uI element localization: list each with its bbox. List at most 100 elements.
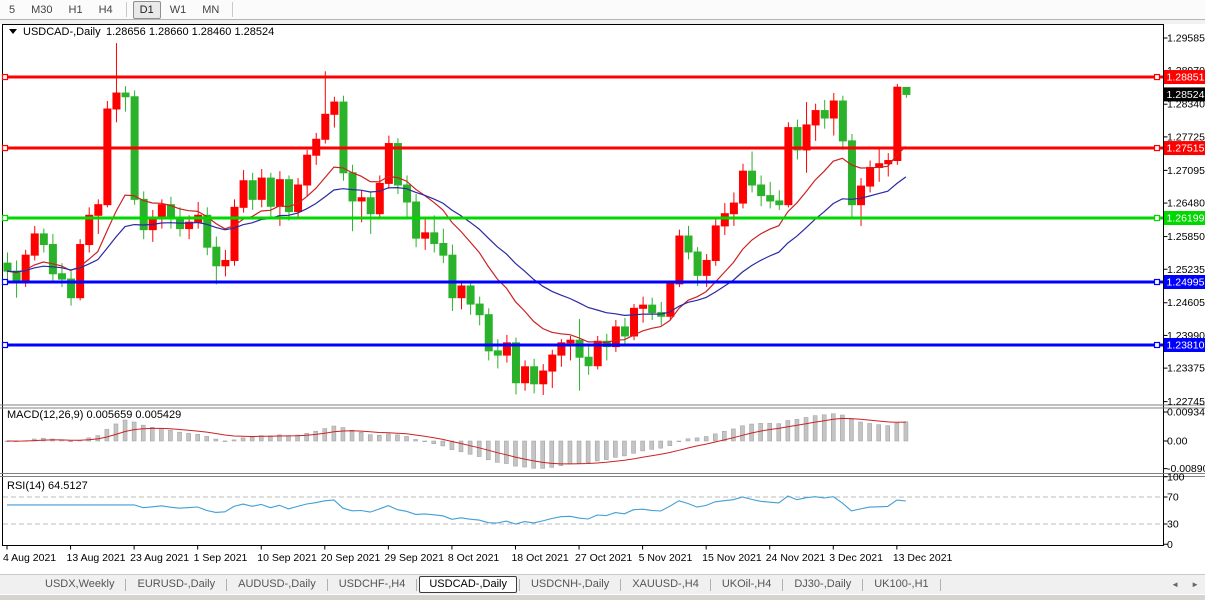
macd-histogram-bar (358, 431, 364, 442)
macd-histogram-bar (685, 438, 691, 442)
candle-body (248, 180, 257, 200)
line-price-badge (1164, 275, 1205, 290)
macd-histogram-bar (277, 434, 282, 442)
timeframe-button-w1[interactable]: W1 (169, 3, 187, 16)
line-price-badge-label: 1.23810 (1167, 339, 1205, 351)
line-handle[interactable] (1153, 144, 1161, 152)
macd-histogram-bar (894, 422, 900, 442)
candle-body (530, 366, 539, 385)
tab-usdcnh-daily[interactable]: USDCNH-,Daily (530, 578, 610, 590)
date-axis-label: 20 Sep 2021 (321, 552, 381, 564)
candle-body (221, 259, 230, 267)
candle-body (30, 233, 39, 256)
tab-scroll-left-icon[interactable]: ◄ (1171, 580, 1180, 589)
macd-histogram-bar (140, 424, 146, 442)
macd-histogram-bar (168, 429, 173, 442)
tab-eurusd-daily[interactable]: EURUSD-,Daily (137, 578, 216, 590)
candle-body (684, 235, 693, 253)
tab-usdcad-daily[interactable]: USDCAD-,Daily (419, 576, 517, 593)
panel-divider-macd[interactable] (0, 404, 1205, 409)
candle-body (521, 366, 530, 384)
macd-axis-label: -0.00890 (1167, 463, 1205, 475)
macd-histogram-bar (240, 437, 246, 442)
line-handle[interactable] (1, 214, 9, 222)
candle-body (212, 246, 221, 267)
timeframe-button-h4[interactable]: H4 (98, 3, 113, 16)
candle-body (511, 342, 520, 384)
tab-separator (939, 578, 941, 591)
candle-body (139, 198, 148, 231)
macd-histogram-bar (649, 440, 654, 450)
rsi-axis-label: 70 (1167, 492, 1179, 504)
macd-histogram-bar (631, 440, 636, 454)
candle-body (902, 86, 911, 95)
macd-histogram-bar (849, 419, 854, 442)
candle-body (493, 350, 502, 356)
candle-body (475, 303, 484, 316)
symbol-dropdown-icon[interactable] (9, 29, 17, 34)
date-axis-label: 8 Oct 2021 (448, 552, 500, 564)
candle-body (48, 244, 57, 275)
candle-body (566, 339, 575, 344)
candle-body (729, 202, 738, 215)
plot-area[interactable] (3, 43, 911, 525)
candle-body (384, 143, 393, 184)
tab-scroll-right-icon[interactable]: ► (1191, 580, 1199, 589)
macd-histogram-bar (540, 440, 545, 469)
line-handle[interactable] (1, 73, 9, 81)
line-handle[interactable] (1153, 214, 1161, 222)
candle-body (793, 127, 802, 151)
timeframe-button-m30[interactable]: M30 (31, 3, 53, 16)
candle-body (348, 172, 357, 202)
timeframe-button-5[interactable]: 5 (9, 3, 16, 16)
timeframe-button-d1[interactable]: D1 (132, 0, 161, 19)
macd-histogram-bar (567, 440, 573, 465)
candle-body (3, 262, 12, 272)
macd-histogram-bar (340, 427, 346, 442)
tab-separator (326, 578, 328, 591)
tab-dj30-daily[interactable]: DJ30-,Daily (794, 578, 852, 590)
line-handle[interactable] (1153, 278, 1161, 286)
panel-divider-rsi[interactable] (0, 473, 1205, 477)
line-handle[interactable] (1153, 73, 1161, 81)
macd-histogram-bar (322, 428, 328, 442)
price-axis-label: 1.26480 (1167, 198, 1205, 210)
candle-body (775, 200, 784, 206)
candle-body (393, 143, 402, 186)
chart-canvas[interactable]: 1.295851.289701.283401.277251.270951.264… (0, 24, 1205, 574)
macd-histogram-bar (476, 440, 482, 457)
candle-body (321, 113, 330, 140)
candle-body (357, 197, 366, 202)
candle-body (893, 86, 902, 162)
tab-uk100-h1[interactable]: UK100-,H1 (874, 578, 929, 590)
line-handle[interactable] (1, 341, 9, 349)
candle-body (820, 110, 829, 119)
line-price-badge (1164, 141, 1205, 156)
candle-body (784, 127, 793, 206)
toolbar-gap (0, 20, 1205, 24)
timeframe-button-mn[interactable]: MN (202, 3, 220, 16)
candle-body (466, 285, 475, 305)
line-handle[interactable] (1153, 341, 1161, 349)
tab-audusd-daily[interactable]: AUDUSD-,Daily (238, 578, 316, 590)
rsi-axis-label: 30 (1167, 519, 1179, 531)
candle-body (121, 92, 130, 98)
candle-body (557, 342, 566, 356)
candle-body (203, 214, 212, 248)
candle-body (720, 213, 729, 227)
candle-body (838, 100, 847, 142)
tab-usdchf-h4[interactable]: USDCHF-,H4 (338, 578, 406, 590)
line-handle[interactable] (1, 144, 9, 152)
chart-symbol-label: USDCAD-,Daily (23, 26, 101, 38)
line-handle[interactable] (1, 278, 9, 286)
candle-body (85, 214, 94, 246)
tab-ukoil-h4[interactable]: UKOil-,H4 (721, 578, 772, 590)
chart-tabs: USDX,Weekly EURUSD-,Daily AUDUSD-,Daily USD… (0, 574, 1205, 594)
candle-body (239, 180, 248, 208)
macd-histogram-bar (576, 440, 582, 464)
tab-usdx-weekly[interactable]: USDX,Weekly (45, 578, 115, 590)
timeframe-button-h1[interactable]: H1 (68, 3, 83, 16)
candle-body (584, 356, 593, 367)
price-axis-label: 1.22745 (1167, 396, 1205, 408)
tab-xauusd-h4[interactable]: XAUUSD-,H4 (632, 578, 699, 590)
